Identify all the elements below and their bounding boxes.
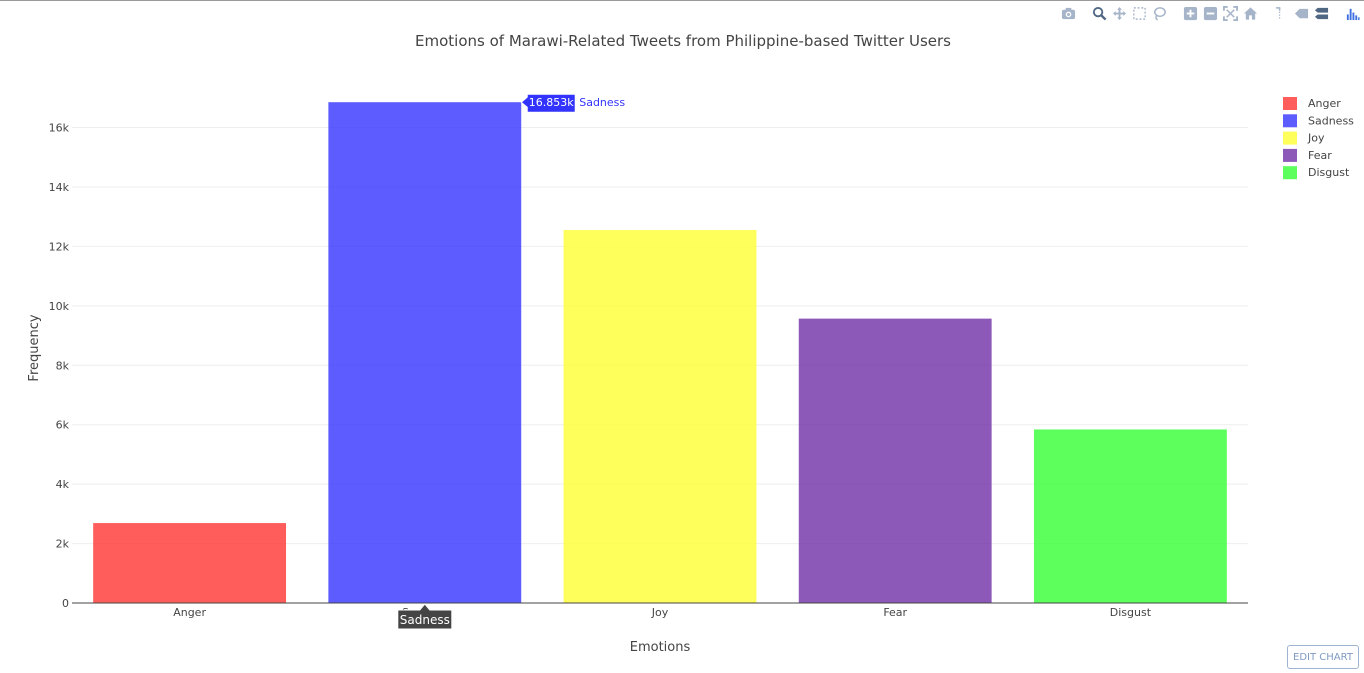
legend-swatch bbox=[1283, 131, 1297, 145]
legend-item-disgust[interactable]: Disgust bbox=[1283, 166, 1350, 180]
legend-label: Anger bbox=[1308, 97, 1341, 110]
toolbar-group bbox=[1182, 5, 1258, 21]
lasso-select-icon[interactable] bbox=[1151, 5, 1167, 21]
legend-item-anger[interactable]: Anger bbox=[1283, 97, 1341, 110]
y-axis-title: Frequency bbox=[27, 314, 42, 381]
bar-anger[interactable] bbox=[93, 523, 287, 603]
hover-value-box bbox=[520, 93, 576, 113]
bar-disgust[interactable] bbox=[1033, 429, 1227, 603]
legend-item-sadness[interactable]: Sadness bbox=[1283, 114, 1354, 128]
reset-axes-icon[interactable] bbox=[1242, 5, 1258, 21]
bar-joy[interactable] bbox=[563, 230, 757, 603]
legend-label: Sadness bbox=[1308, 114, 1354, 127]
hover-compare-icon[interactable] bbox=[1313, 5, 1329, 21]
hover-tooltip: 16.853k Sadness Sadness bbox=[397, 93, 625, 630]
bars[interactable] bbox=[93, 102, 1227, 603]
autoscale-icon[interactable] bbox=[1222, 5, 1238, 21]
legend-swatch bbox=[1283, 114, 1297, 128]
x-tick-label: Disgust bbox=[1110, 606, 1152, 619]
toolbar-group bbox=[1091, 5, 1167, 21]
y-tick-label: 16k bbox=[49, 122, 70, 135]
x-tick-label: Joy bbox=[651, 606, 669, 619]
top-border bbox=[0, 0, 1364, 1]
legend-swatch bbox=[1283, 148, 1297, 162]
hover-axis-label: Sadness bbox=[400, 613, 450, 627]
edit-chart-button[interactable]: EDIT CHART bbox=[1287, 645, 1359, 669]
hover-value-label: 16.853k bbox=[529, 96, 574, 109]
zoom-icon[interactable] bbox=[1091, 5, 1107, 21]
bar-sadness[interactable] bbox=[328, 102, 522, 603]
y-tick-label: 6k bbox=[56, 419, 70, 432]
y-tick-label: 0 bbox=[62, 597, 69, 610]
y-tick-label: 4k bbox=[56, 478, 70, 491]
chart-title: Emotions of Marawi-Related Tweets from P… bbox=[415, 32, 951, 50]
legend-item-fear[interactable]: Fear bbox=[1283, 148, 1332, 162]
chart-toolbar bbox=[1048, 4, 1360, 22]
box-select-icon[interactable] bbox=[1131, 5, 1147, 21]
hover-closest-icon[interactable] bbox=[1293, 5, 1309, 21]
spike-lines-icon[interactable] bbox=[1273, 5, 1289, 21]
pan-icon[interactable] bbox=[1111, 5, 1127, 21]
toolbar-group bbox=[1344, 5, 1360, 21]
y-tick-label: 8k bbox=[56, 359, 70, 372]
x-tick-label: Fear bbox=[883, 606, 907, 619]
hover-axis-box bbox=[397, 603, 453, 630]
legend-label: Disgust bbox=[1308, 166, 1350, 179]
y-tick-label: 10k bbox=[49, 300, 70, 313]
y-tick-label: 12k bbox=[49, 240, 70, 253]
legend-swatch bbox=[1283, 166, 1297, 180]
zoom-in-icon[interactable] bbox=[1182, 5, 1198, 21]
y-tick-label: 14k bbox=[49, 181, 70, 194]
camera-icon[interactable] bbox=[1060, 5, 1076, 21]
axes: 02k4k6k8k10k12k14k16kAngerSadnessJoyFear… bbox=[49, 122, 1248, 619]
toolbar-group bbox=[1060, 5, 1076, 21]
legend-label: Fear bbox=[1308, 149, 1332, 162]
legend-swatch bbox=[1283, 97, 1297, 110]
legend-item-joy[interactable]: Joy bbox=[1283, 131, 1325, 145]
legend-label: Joy bbox=[1307, 132, 1325, 145]
toolbar-group bbox=[1273, 5, 1329, 21]
legend[interactable]: Anger Sadness Joy Fear Disgust bbox=[1283, 97, 1354, 180]
y-tick-label: 2k bbox=[56, 538, 70, 551]
zoom-out-icon[interactable] bbox=[1202, 5, 1218, 21]
x-axis-title: Emotions bbox=[630, 640, 691, 655]
x-tick-label: Anger bbox=[173, 606, 206, 619]
plotly-logo-icon[interactable] bbox=[1344, 5, 1360, 21]
bar-fear[interactable] bbox=[798, 318, 992, 603]
hover-series-label: Sadness bbox=[579, 96, 625, 109]
